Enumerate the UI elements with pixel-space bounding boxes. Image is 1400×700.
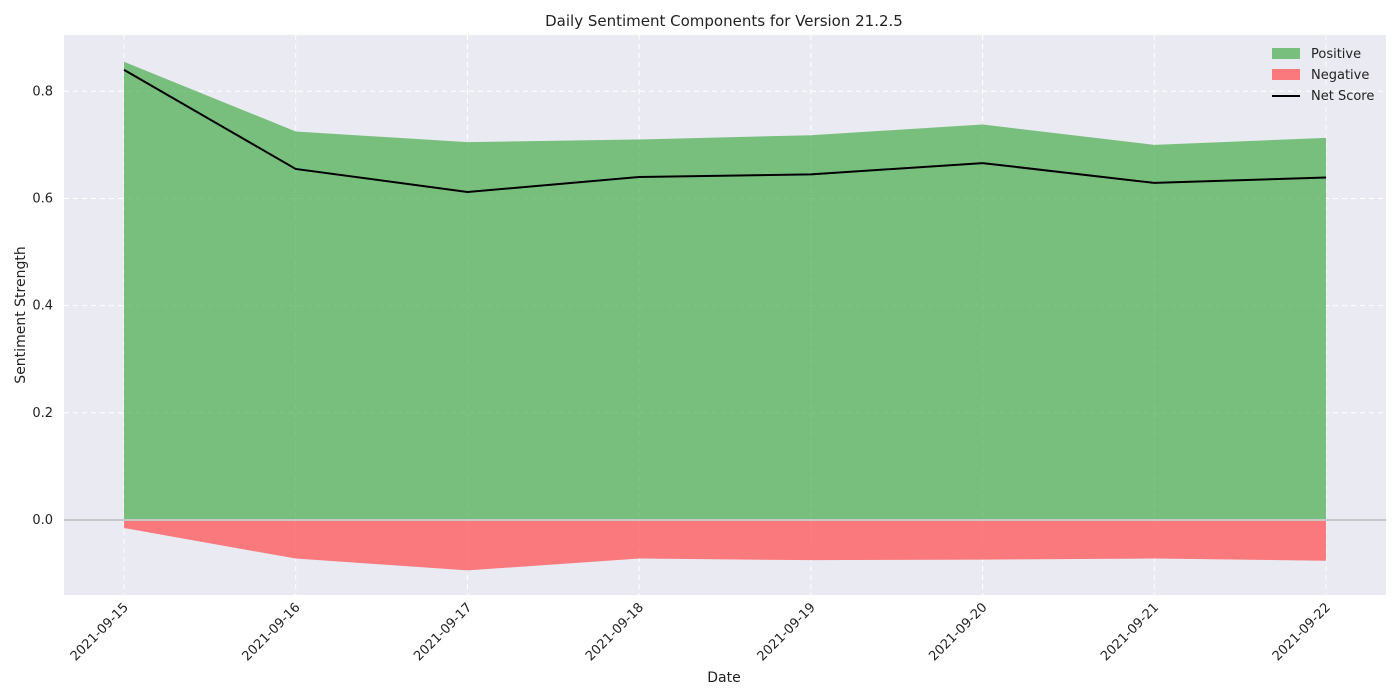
x-axis-title: Date <box>707 670 740 686</box>
x-tick-label: 2021-09-18 <box>583 600 647 664</box>
legend-label-positive: Positive <box>1311 47 1361 62</box>
x-tick-label: 2021-09-21 <box>1098 600 1162 664</box>
y-axis-ticks: 0.0 0.2 0.4 0.6 0.8 <box>32 84 53 528</box>
area-negative <box>124 519 1326 571</box>
chart-title: Daily Sentiment Components for Version 2… <box>545 12 903 30</box>
y-axis-title: Sentiment Strength <box>13 246 29 383</box>
legend-swatch-positive <box>1272 48 1300 59</box>
x-tick-label: 2021-09-15 <box>68 600 132 664</box>
x-tick-label: 2021-09-16 <box>240 600 304 664</box>
x-tick-label: 2021-09-20 <box>926 600 990 664</box>
x-tick-label: 2021-09-19 <box>755 600 819 664</box>
line-net-score <box>123 68 1327 194</box>
x-tick-label: 2021-09-17 <box>411 600 475 664</box>
y-tick-label: 0.6 <box>32 191 53 206</box>
legend-label-net-score: Net Score <box>1311 89 1374 104</box>
legend-label-negative: Negative <box>1311 68 1369 83</box>
y-tick-label: 0.4 <box>32 299 53 314</box>
area-series <box>124 61 1326 571</box>
y-tick-label: 0.0 <box>32 513 53 528</box>
x-tick-label: 2021-09-22 <box>1270 600 1334 664</box>
y-tick-label: 0.2 <box>32 406 53 421</box>
x-axis-ticks: 2021-09-15 2021-09-16 2021-09-17 2021-09-18… <box>68 600 1334 664</box>
legend: Positive Negative Net Score <box>1272 47 1374 104</box>
y-tick-label: 0.8 <box>32 84 53 99</box>
area-positive <box>124 61 1326 520</box>
line-series <box>123 68 1327 194</box>
legend-swatch-negative <box>1272 69 1300 80</box>
